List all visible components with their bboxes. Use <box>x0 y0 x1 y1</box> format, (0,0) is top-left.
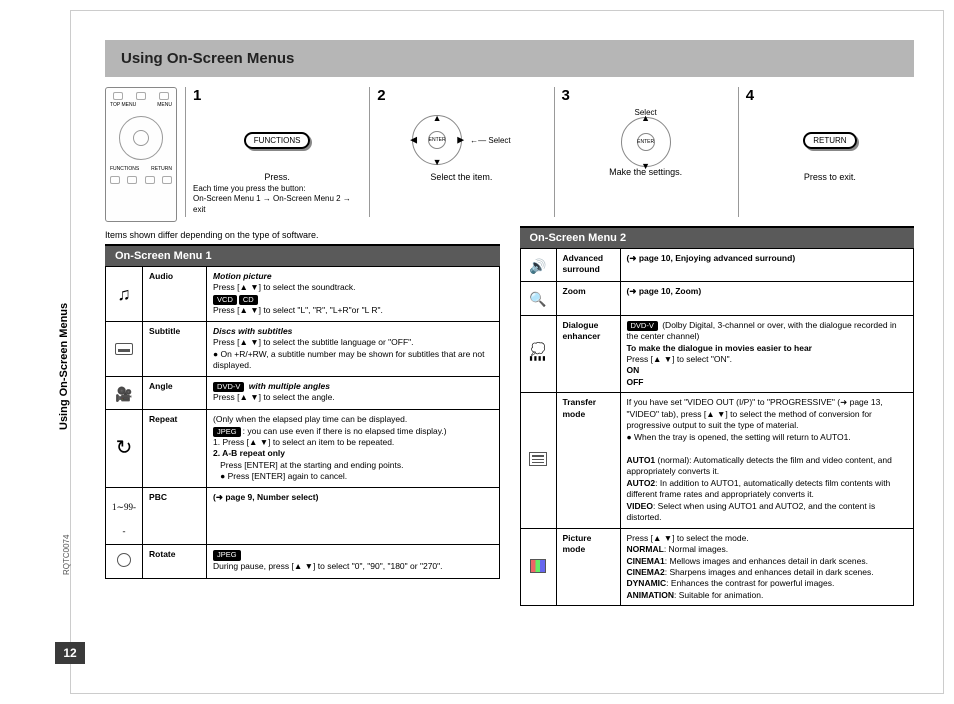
row-desc: JPEG During pause, press [▲ ▼] to select… <box>207 545 499 578</box>
table-row: Rotate JPEG During pause, press [▲ ▼] to… <box>106 545 500 578</box>
row-label: Picture mode <box>556 528 620 606</box>
menu2-table: Advanced surround (➜ page 10, Enjoying a… <box>520 248 915 606</box>
step-caption: Press. <box>193 172 361 182</box>
row-desc: Press [▲ ▼] to select the mode. NORMAL: … <box>620 528 914 606</box>
dialogue-icon <box>529 343 546 363</box>
step-2: 2 ENTER ▲ ▼ ◀ ▶ ←— Select Select the ite… <box>377 87 545 182</box>
remote-btn <box>110 176 120 184</box>
table-row: Advanced surround (➜ page 10, Enjoying a… <box>520 249 914 282</box>
row-label: Rotate <box>143 545 207 578</box>
step-subtext: Each time you press the button: On-Scree… <box>193 184 361 215</box>
step-num: 1 <box>193 87 361 104</box>
remote-btn <box>162 176 172 184</box>
remote-btn <box>136 92 146 100</box>
repeat-icon <box>116 438 133 458</box>
row-desc: DVD-V (Dolby Digital, 3-channel or over,… <box>620 315 914 393</box>
select-hint: Select <box>488 136 510 145</box>
row-label: Repeat <box>143 410 207 488</box>
row-label: Dialogue enhancer <box>556 315 620 393</box>
step-4: 4 RETURN Press to exit. <box>746 87 914 182</box>
row-label: Advanced surround <box>556 249 620 282</box>
table-row: Transfer mode If you have set "VIDEO OUT… <box>520 393 914 528</box>
remote-label: FUNCTIONS <box>110 166 139 172</box>
row-label: PBC <box>143 487 207 545</box>
transfer-icon <box>529 452 547 466</box>
side-section-label: Using On-Screen Menus <box>58 303 70 430</box>
remote-btn <box>113 92 123 100</box>
remote-btn <box>159 92 169 100</box>
return-button-icon: RETURN <box>803 132 856 149</box>
menus-row: On-Screen Menu 1 Audio Motion picture Pr… <box>105 244 914 606</box>
remote-btn <box>127 176 137 184</box>
step-caption: Press to exit. <box>746 172 914 182</box>
remote-label: RETURN <box>151 166 172 172</box>
picture-icon <box>530 559 546 573</box>
row-desc: Motion picture Press [▲ ▼] to select the… <box>207 267 499 322</box>
dpad-icon: ENTER ▲ ▼ <box>621 117 671 167</box>
table-row: Subtitle Discs with subtitles Press [▲ ▼… <box>106 321 500 376</box>
row-label: Subtitle <box>143 321 207 376</box>
steps-row: TOP MENU MENU FUNCTIONS RETURN 1 FUNCTIO… <box>105 87 914 222</box>
rotate-icon <box>117 553 131 567</box>
subtitle-icon <box>115 343 133 355</box>
menu1-table: Audio Motion picture Press [▲ ▼] to sele… <box>105 266 500 579</box>
row-label: Angle <box>143 376 207 409</box>
remote-label: TOP MENU <box>110 102 136 108</box>
menu1-header: On-Screen Menu 1 <box>105 246 500 266</box>
angle-icon <box>115 383 132 403</box>
menu1-box: On-Screen Menu 1 Audio Motion picture Pr… <box>105 244 500 606</box>
table-row: Dialogue enhancer DVD-V (Dolby Digital, … <box>520 315 914 393</box>
table-row: Repeat (Only when the elapsed play time … <box>106 410 500 488</box>
step-num: 4 <box>746 87 914 104</box>
remote-diagram: TOP MENU MENU FUNCTIONS RETURN <box>105 87 177 222</box>
row-desc: (Only when the elapsed play time can be … <box>207 410 499 488</box>
doc-code: RQTC0074 <box>62 535 71 575</box>
row-desc: (➜ page 9, Number select) <box>207 487 499 545</box>
table-row: 1∼99-- PBC (➜ page 9, Number select) <box>106 487 500 545</box>
step-1: 1 FUNCTIONS Press. Each time you press t… <box>193 87 361 215</box>
step-3: 3 Select ENTER ▲ ▼ Make the settings. <box>562 87 730 177</box>
row-label: Zoom <box>556 282 620 315</box>
row-desc: If you have set "VIDEO OUT (I/P)" to "PR… <box>620 393 914 528</box>
step-caption: Select the item. <box>377 172 545 182</box>
table-row: Audio Motion picture Press [▲ ▼] to sele… <box>106 267 500 322</box>
remote-dpad <box>119 116 163 160</box>
speaker-icon <box>529 255 546 275</box>
step-num: 2 <box>377 87 545 104</box>
step-num: 3 <box>562 87 730 104</box>
row-desc: (➜ page 10, Zoom) <box>620 282 914 315</box>
main-content: Using On-Screen Menus TOP MENU MENU FUNC… <box>105 40 914 606</box>
menu2-header: On-Screen Menu 2 <box>520 228 915 248</box>
table-row: Picture mode Press [▲ ▼] to select the m… <box>520 528 914 606</box>
remote-label: MENU <box>157 102 172 108</box>
zoom-icon <box>529 288 546 308</box>
functions-button-icon: FUNCTIONS <box>244 132 311 149</box>
page-number: 12 <box>55 642 85 664</box>
table-row: Angle DVD-V with multiple angles Press [… <box>106 376 500 409</box>
page-title: Using On-Screen Menus <box>105 40 914 77</box>
remote-btn <box>145 176 155 184</box>
row-desc: DVD-V with multiple angles Press [▲ ▼] t… <box>207 376 499 409</box>
table-row: Zoom (➜ page 10, Zoom) <box>520 282 914 315</box>
dpad-icon: ENTER ▲ ▼ ◀ ▶ <box>412 115 462 165</box>
music-icon <box>117 284 131 304</box>
menu2-box: On-Screen Menu 2 Advanced surround (➜ pa… <box>520 226 915 606</box>
row-label: Audio <box>143 267 207 322</box>
number-icon: 1∼99-- <box>112 502 136 536</box>
row-label: Transfer mode <box>556 393 620 528</box>
row-desc: (➜ page 10, Enjoying advanced surround) <box>620 249 914 282</box>
row-desc: Discs with subtitles Press [▲ ▼] to sele… <box>207 321 499 376</box>
